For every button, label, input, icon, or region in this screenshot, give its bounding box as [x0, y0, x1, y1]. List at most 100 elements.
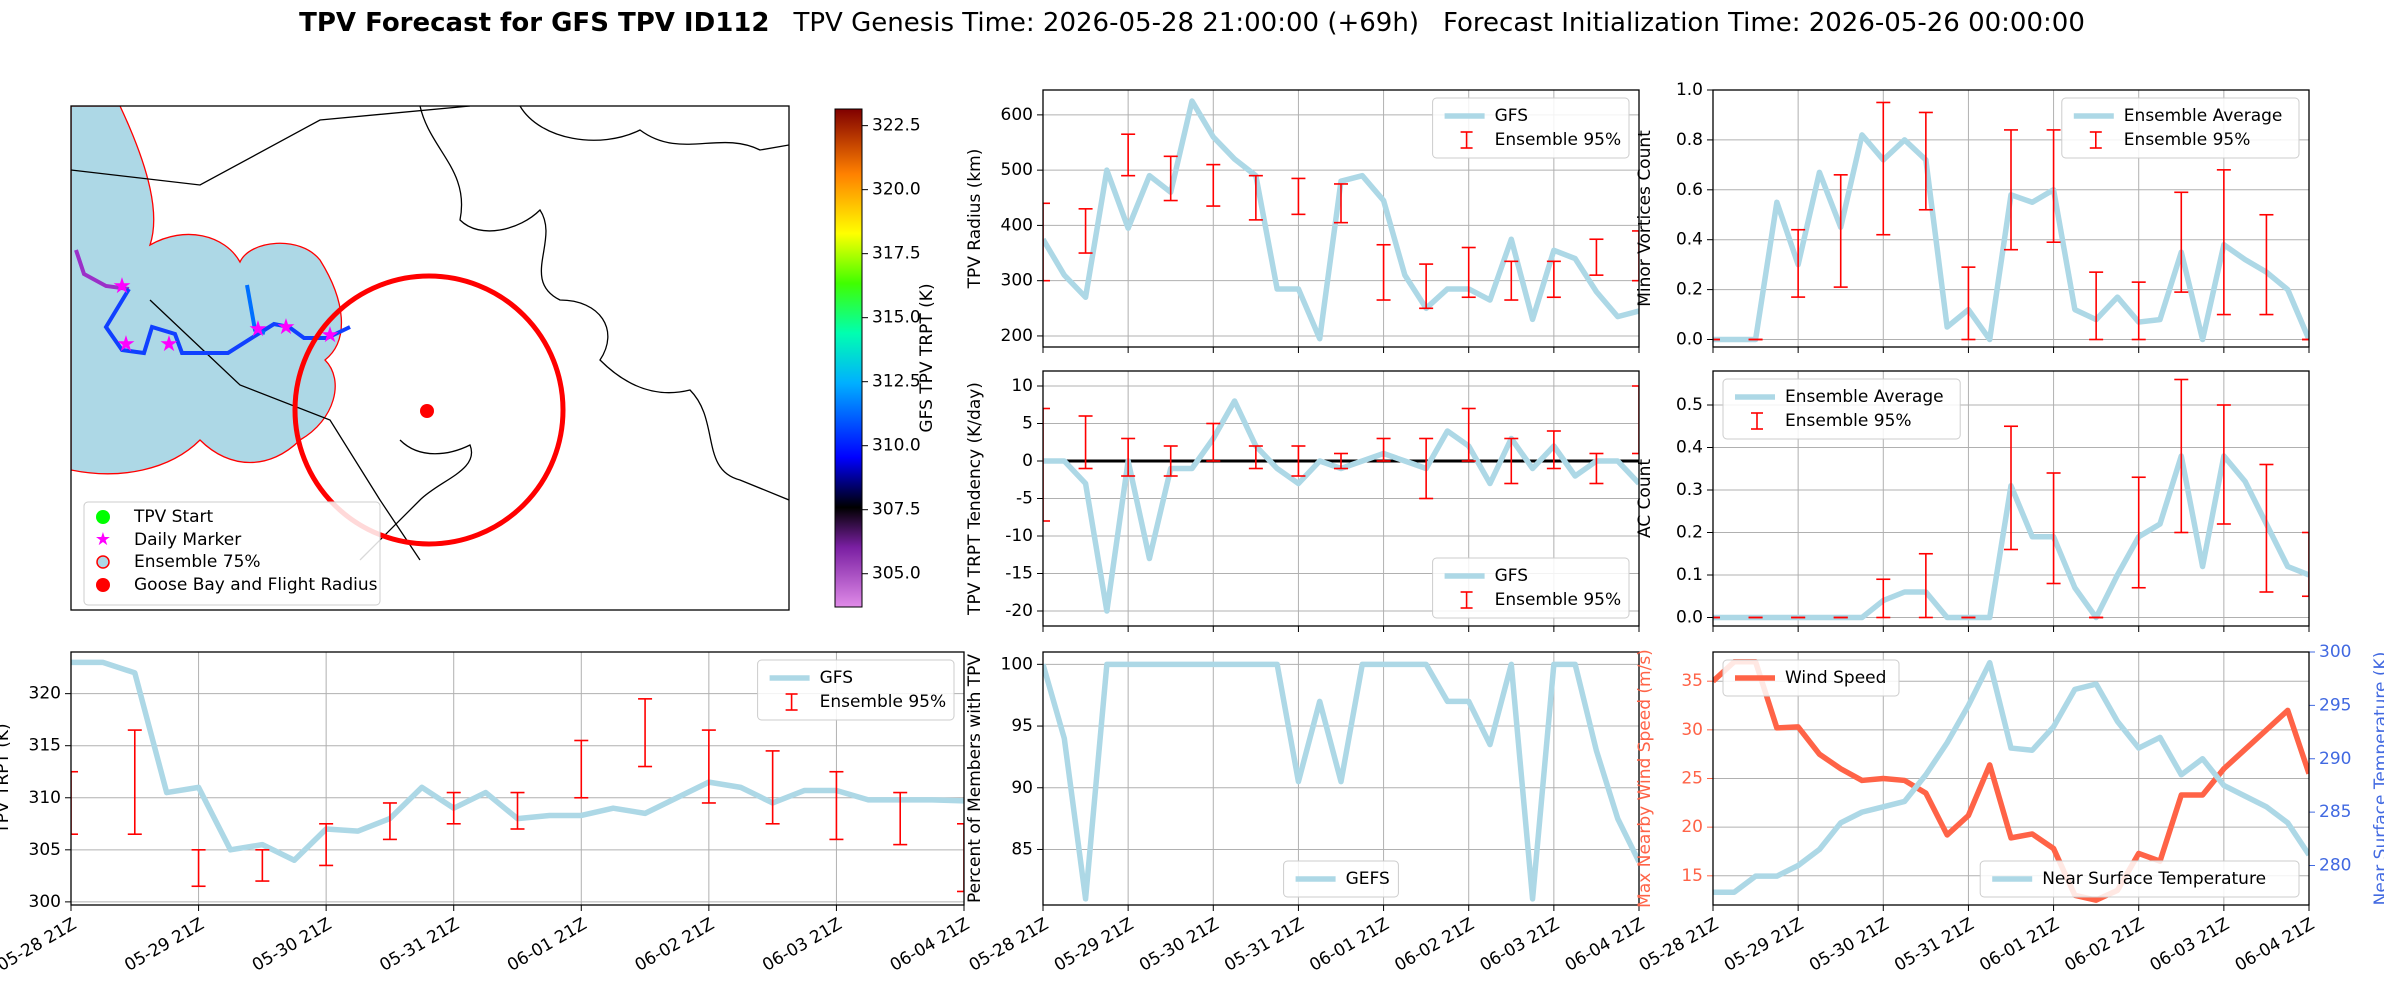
- x-tick-label: 05-29 21Z: [1721, 914, 1807, 975]
- y-tick-label: 0.1: [1676, 565, 1703, 585]
- y-tick-label: 35: [1681, 671, 1703, 691]
- error-bar: [1291, 177, 1306, 216]
- y-tick-label: 305: [29, 840, 61, 860]
- star: ★: [248, 317, 268, 342]
- colorbar-tick-label: 320.0: [872, 180, 921, 200]
- y-axis-label: AC Count: [1635, 459, 1655, 538]
- y-axis-label: Percent of Members with TPV: [965, 654, 985, 903]
- error-bar: [2004, 129, 2018, 251]
- error-bar: [2046, 472, 2061, 585]
- subplot: -20 -15 -10 -5 0 5 10 TPV TRPT Tendency (K/day)…: [965, 370, 1640, 632]
- error-bar: [446, 791, 461, 825]
- y-tick-label: 90: [1011, 778, 1033, 798]
- legend-box: [1722, 378, 1961, 440]
- error-bar: [1206, 163, 1221, 207]
- y-tick-label: 15: [1681, 866, 1703, 886]
- y-tick-label: 95: [1011, 716, 1033, 736]
- colorbar-tick-label: 310.0: [872, 436, 921, 456]
- x-tick-label: 06-04 21Z: [2232, 914, 2318, 975]
- star: ★: [112, 274, 132, 299]
- daily-markers: ★ ★ ★ ★ ★ ★: [112, 274, 340, 357]
- x-tick-label: 05-31 21Z: [1221, 914, 1307, 975]
- error-bar: [765, 750, 780, 825]
- error-bar: [2131, 476, 2146, 589]
- legend-box: [1432, 97, 1630, 159]
- y-tick-label: 285: [2319, 802, 2351, 822]
- y-tick-label: 300: [2319, 642, 2351, 662]
- map-legend: [83, 501, 381, 606]
- colorbar-tick-label: 315.0: [872, 308, 921, 328]
- error-bar: [1918, 111, 1933, 211]
- coastline: [359, 439, 473, 561]
- error-bar: [1206, 422, 1221, 462]
- y-tick-label: 5: [1022, 414, 1033, 434]
- subplot: 0.0 0.2 0.4 0.6 0.8 1.0 Minor Vortices Count En…: [1635, 80, 2310, 353]
- y-tick-label: 0.4: [1676, 438, 1703, 458]
- plot-frame: [1712, 651, 2310, 906]
- error-bar: [1546, 260, 1561, 299]
- x-tick-label: 06-01 21Z: [504, 914, 590, 975]
- error-bar: [2089, 271, 2104, 341]
- title-main: TPV Forecast for GFS TPV ID112: [299, 8, 769, 38]
- boundary: [149, 299, 421, 561]
- error-bar: [2004, 425, 2018, 551]
- coastline: [419, 106, 789, 501]
- y-tick-label: 0.2: [1676, 523, 1703, 543]
- y-tick-label: 0.2: [1676, 280, 1703, 300]
- ensemble-area: [71, 106, 343, 475]
- y-axis-label: Max Nearby Wind Speed (m/s): [1635, 649, 1655, 908]
- subplot: 0.0 0.1 0.2 0.3 0.4 0.5 AC Count Ensemble Avera…: [1635, 370, 2310, 632]
- subplot: 200 300 400 500 600 TPV Radius (km) GFS Ensembl…: [965, 89, 1640, 353]
- error-bar: [701, 729, 716, 804]
- y-tick-label: 295: [2319, 695, 2351, 715]
- x-tick-label: 06-04 21Z: [887, 914, 973, 975]
- error-bar: [1078, 208, 1093, 254]
- error-bar: [1248, 174, 1263, 221]
- legend-label: Near Surface Temperature: [2042, 869, 2266, 889]
- y-tick-label: 290: [2319, 749, 2351, 769]
- y-tick-label: -10: [1005, 526, 1033, 546]
- error-bar: [1504, 260, 1519, 301]
- colorbar-tick-label: 307.5: [872, 500, 921, 520]
- x-tick-label: 06-03 21Z: [759, 914, 845, 975]
- error-bar: [1419, 263, 1434, 310]
- error-bar: [1961, 266, 1976, 341]
- y-tick-label: 20: [1681, 817, 1703, 837]
- y-tick-label: 320: [29, 684, 61, 704]
- plot-area: [1713, 101, 2309, 343]
- x-tick-label: 06-02 21Z: [1391, 914, 1477, 975]
- track: [103, 287, 351, 356]
- error-bar: [1376, 243, 1391, 301]
- legend-label: TPV Start: [133, 507, 214, 527]
- y-tick-label: 500: [1001, 160, 1033, 180]
- y-tick-label: 0.0: [1676, 608, 1703, 628]
- x-tick-label: 05-30 21Z: [1806, 914, 1892, 975]
- error-bar: [319, 822, 334, 867]
- title-init: Forecast Initialization Time: 2026-05-26…: [1443, 8, 2085, 38]
- error-bar: [1546, 430, 1561, 470]
- x-tick-label: 05-28 21Z: [966, 914, 1052, 975]
- y-tick-label: 0.6: [1676, 180, 1703, 200]
- series-line: [1043, 661, 1639, 902]
- error-bar: [382, 802, 397, 841]
- series-line: [1713, 658, 2309, 903]
- map: ★ ★ ★ ★ ★ ★ ★ TPV Start Daily Marker Ens…: [70, 105, 937, 611]
- error-bar: [1043, 407, 1050, 522]
- error-bar: [2216, 404, 2231, 525]
- colorbar-tick-label: 322.5: [872, 116, 921, 136]
- goose-bay: [420, 404, 434, 418]
- x-tick-label: 06-03 21Z: [1477, 914, 1563, 975]
- error-bar: [1833, 174, 1848, 288]
- legend-label: Ensemble 95%: [1495, 130, 1622, 150]
- plot-area: [71, 659, 964, 893]
- colorbar-tick-label: 317.5: [872, 244, 921, 264]
- y-tick-label: 0.0: [1676, 330, 1703, 350]
- x-tick-label: 05-31 21Z: [1891, 914, 1977, 975]
- legend-label: GEFS: [1346, 869, 1390, 889]
- title-genesis: TPV Genesis Time: 2026-05-28 21:00:00 (+…: [792, 8, 1419, 38]
- error-bar: [1504, 437, 1519, 485]
- map-content: ★ ★ ★ ★ ★ ★: [71, 106, 789, 561]
- x-tick-label: 05-29 21Z: [1051, 914, 1137, 975]
